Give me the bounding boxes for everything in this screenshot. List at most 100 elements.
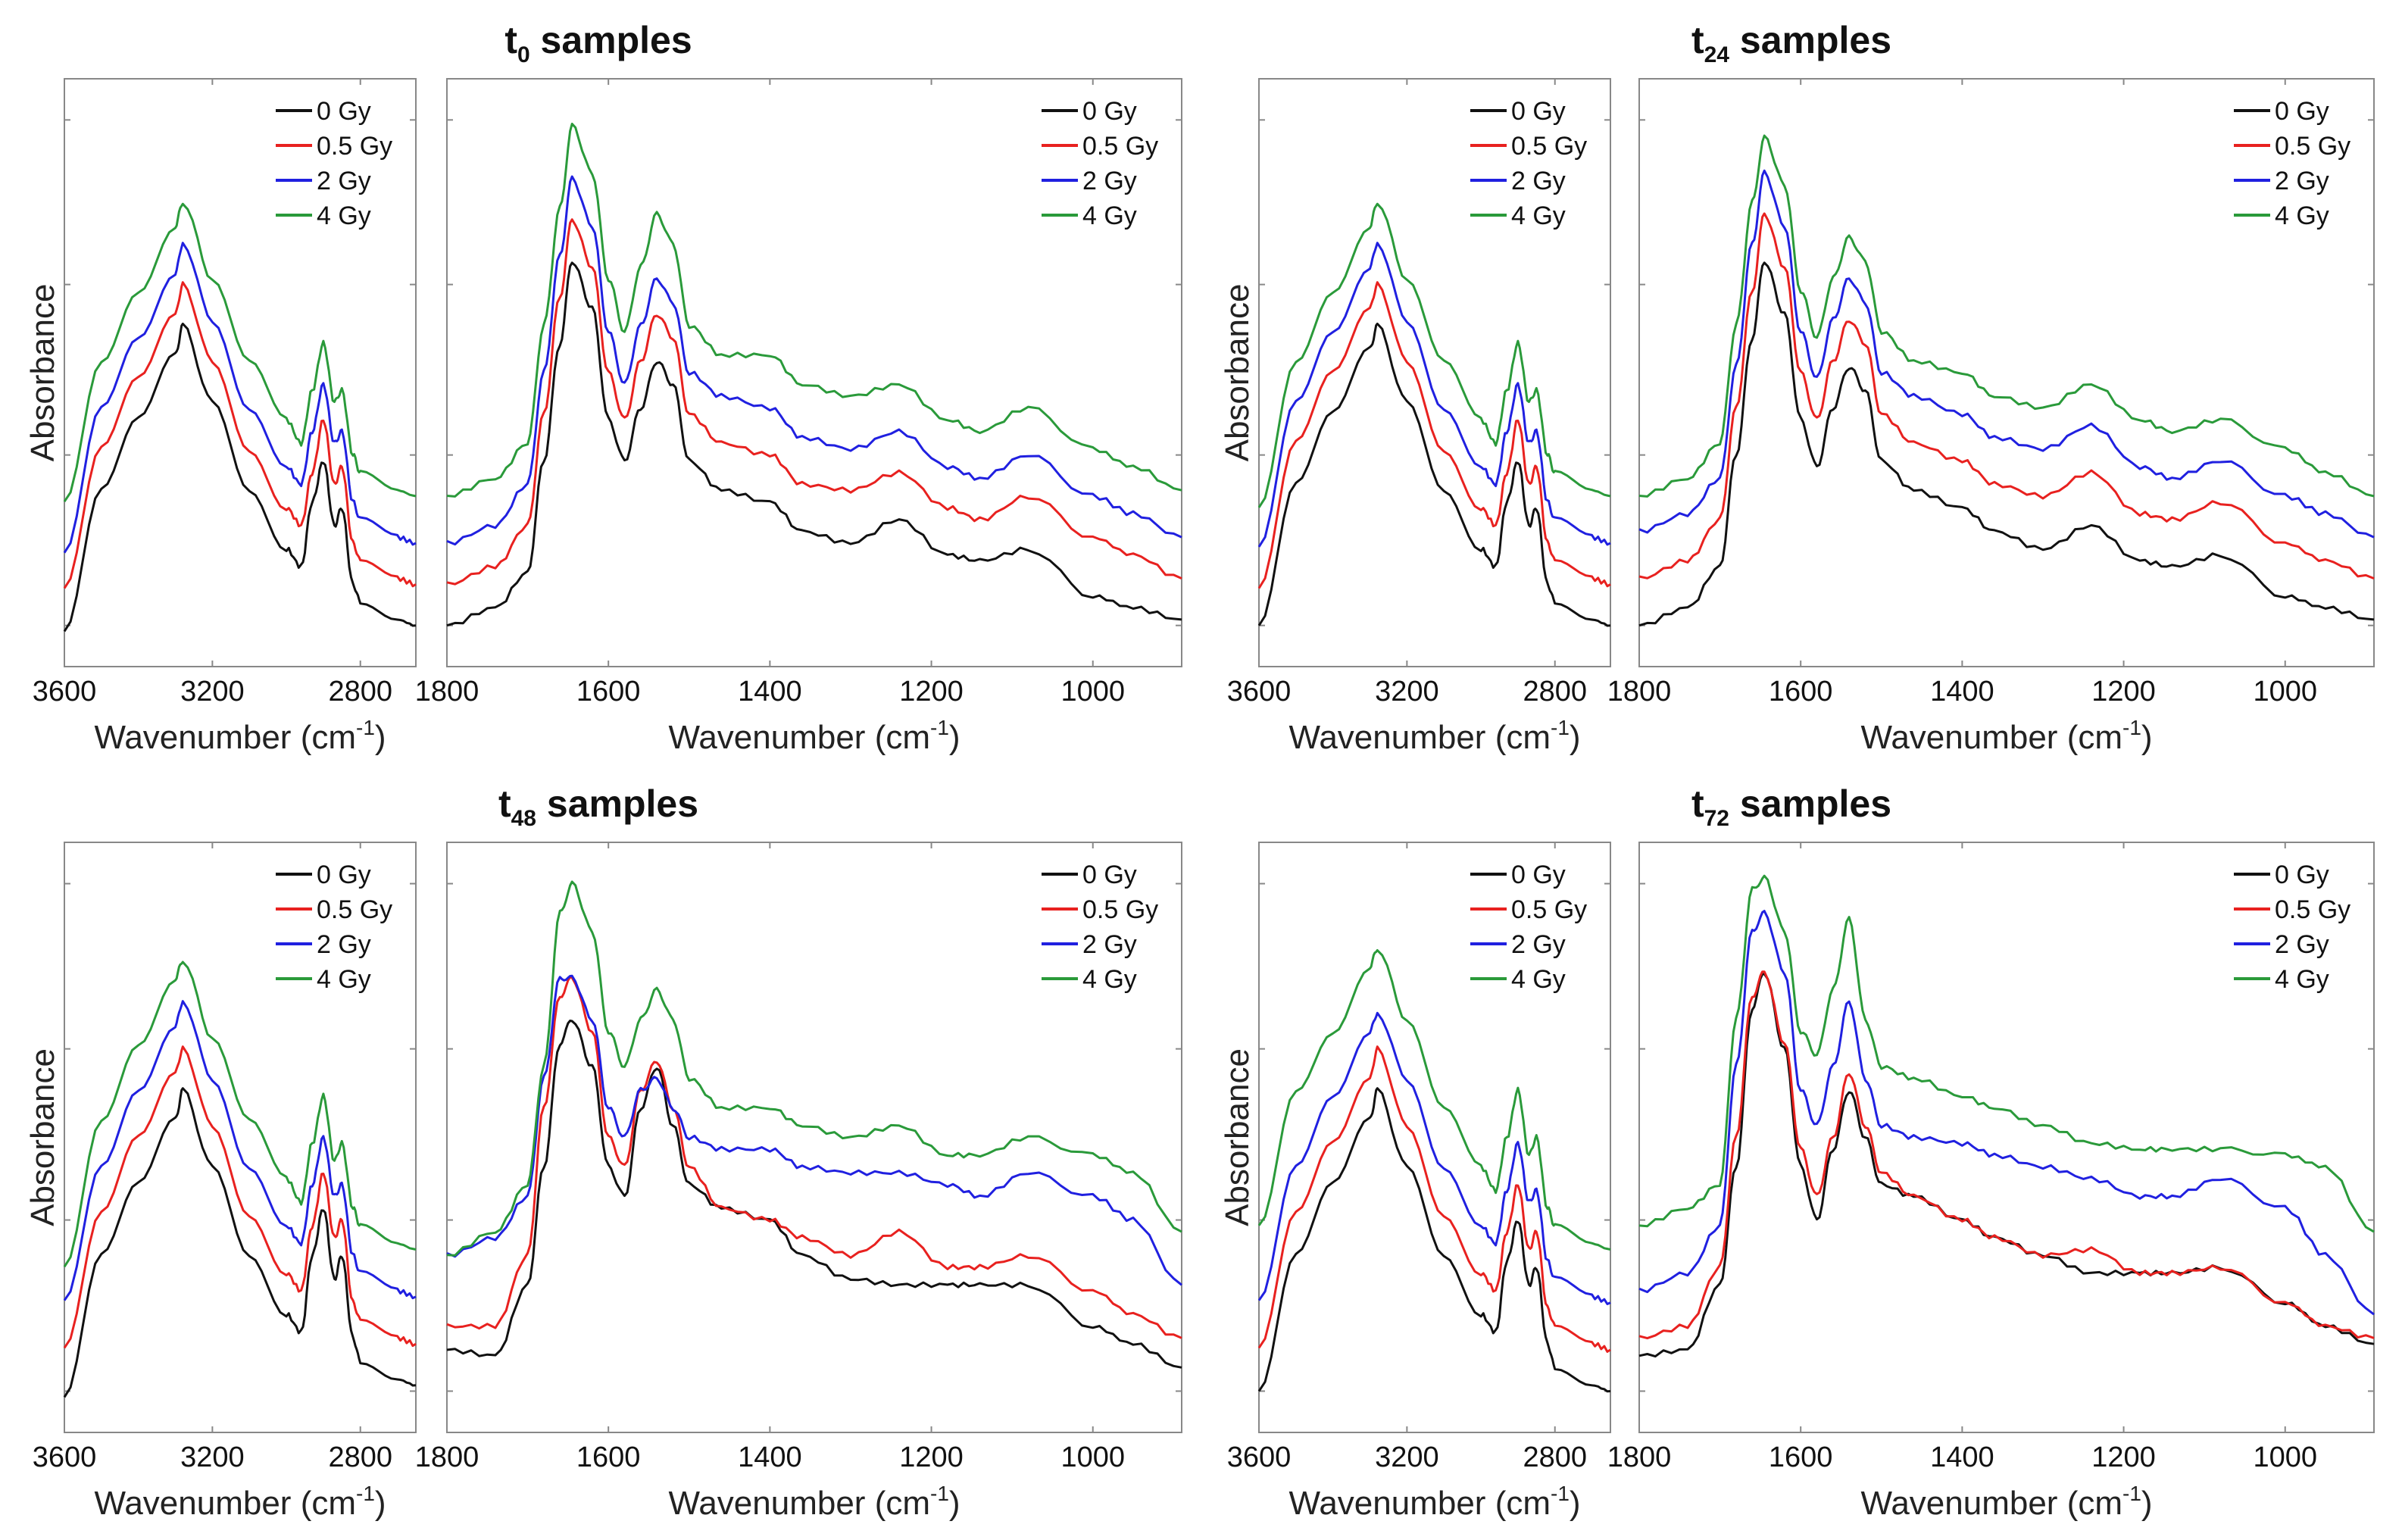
x-tick-label: 1800 [415, 676, 479, 708]
series-line-2-gy [1638, 910, 2375, 1316]
x-axis-label-superscript: -1 [356, 1482, 375, 1505]
x-axis-label-close: ) [2141, 1485, 2153, 1522]
low-wavenumber-subplot: 1800 1600 1400 1200 1000 Wavenumber (cm-1) 0 G… [415, 78, 1182, 756]
legend-label: 0 Gy [1082, 97, 1137, 126]
panel-title: t0 samples [504, 19, 692, 67]
x-tick-label: 1600 [576, 1442, 641, 1473]
legend-label: 2 Gy [2275, 930, 2329, 959]
x-axis-label-superscript: -1 [356, 716, 375, 739]
title-subscript: 0 [517, 42, 530, 67]
x-axis-label-close: ) [949, 719, 960, 756]
title-t: t [1691, 782, 1704, 825]
legend: 0 Gy 0.5 Gy 2 Gy 4 Gy [1470, 97, 1587, 230]
x-axis-label-close: ) [1570, 1485, 1581, 1522]
legend-label: 2 Gy [2275, 167, 2329, 195]
x-tick-label: 1400 [738, 676, 802, 708]
series-line-2-gy [446, 175, 1182, 546]
legend-label: 2 Gy [1511, 167, 1566, 195]
title-subscript: 48 [511, 806, 536, 831]
title-t: t [504, 19, 517, 61]
x-axis-label-text: Wavenumber (cm [94, 1485, 356, 1522]
series-line-4-gy [1638, 134, 2375, 498]
title-rest: samples [1729, 19, 1891, 61]
x-tick-label: 1400 [1930, 676, 1994, 708]
series-line-0-5-gy [63, 281, 417, 589]
title-subscript: 24 [1704, 42, 1730, 67]
x-tick-label: 1000 [2253, 676, 2317, 708]
legend-label: 2 Gy [317, 930, 371, 959]
x-tick-label: 3600 [1227, 676, 1292, 708]
series-line-0-gy [446, 261, 1182, 627]
series-line-0-5-gy [446, 976, 1182, 1339]
x-tick-label: 1000 [1060, 676, 1125, 708]
series-line-0-5-gy [1638, 212, 2375, 579]
x-tick-label: 1800 [1607, 1442, 1672, 1473]
x-tick-label: 1600 [1769, 676, 1833, 708]
x-tick-label: 3600 [33, 676, 97, 708]
x-axis-label-close: ) [1570, 719, 1581, 756]
series-line-0-5-gy [1257, 281, 1611, 589]
x-axis-label-text: Wavenumber (cm [1860, 1485, 2122, 1522]
x-tick-label: 1200 [2091, 676, 2156, 708]
x-tick-label: 1400 [1930, 1442, 1994, 1473]
x-tick-label: 3200 [180, 1442, 245, 1473]
low-wavenumber-subplot: 1800 1600 1400 1200 1000 Wavenumber (cm-1) 0 G… [1607, 78, 2375, 756]
legend-label: 0.5 Gy [1511, 132, 1587, 161]
series-line-0-5-gy [1638, 970, 2375, 1340]
low-wavenumber-subplot: 1800 1600 1400 1200 1000 Wavenumber (cm-1) 0 G… [415, 842, 1182, 1522]
x-axis-label-close: ) [375, 1485, 386, 1522]
plot-frame [1258, 78, 1611, 667]
title-rest: samples [530, 19, 692, 61]
legend-label: 2 Gy [1082, 930, 1137, 959]
legend: 0 Gy 0.5 Gy 2 Gy 4 Gy [1042, 97, 1158, 230]
x-tick-label: 1400 [738, 1442, 802, 1473]
series-line-2-gy [446, 974, 1182, 1286]
series-line-0-gy [446, 1020, 1182, 1369]
low-wavenumber-subplot: 1800 1600 1400 1200 1000 Wavenumber (cm-1) 0 G… [1607, 842, 2375, 1522]
x-axis-label-close: ) [949, 1485, 960, 1522]
x-axis-label: Wavenumber (cm-1) [94, 1482, 386, 1522]
high-wavenumber-subplot: 3600 3200 2800 Wavenumber (cm-1) Absorbance 0… [1219, 78, 1611, 756]
x-axis-label-close: ) [2141, 719, 2153, 756]
x-axis-label: Wavenumber (cm-1) [1860, 716, 2152, 756]
legend-label: 0 Gy [317, 861, 371, 889]
series-line-0-5-gy [63, 1045, 417, 1349]
x-tick-label: 3600 [33, 1442, 97, 1473]
title-t: t [1691, 19, 1704, 61]
series-line-2-gy [63, 1000, 417, 1301]
series-line-0-gy [63, 322, 417, 633]
plot-frame [64, 842, 417, 1433]
series-line-4-gy [63, 202, 417, 503]
legend-label: 0.5 Gy [1082, 895, 1158, 924]
x-tick-label: 3200 [1375, 1442, 1439, 1473]
series-line-2-gy [1638, 169, 2375, 539]
title-rest: samples [536, 782, 698, 825]
x-tick-label: 2800 [328, 676, 392, 708]
x-axis-label-text: Wavenumber (cm [668, 1485, 930, 1522]
x-axis-label-superscript: -1 [930, 716, 949, 739]
x-tick-label: 2800 [328, 1442, 392, 1473]
x-axis-label-text: Wavenumber (cm [94, 719, 356, 756]
plot-frame [446, 842, 1182, 1433]
x-axis-label: Wavenumber (cm-1) [1860, 1482, 2152, 1522]
legend-label: 4 Gy [1082, 201, 1137, 230]
x-axis-label: Wavenumber (cm-1) [1288, 716, 1580, 756]
plot-frame [1638, 842, 2375, 1433]
plot-frame [1258, 842, 1611, 1433]
legend-label: 2 Gy [1511, 930, 1566, 959]
panel-title: t48 samples [498, 782, 698, 831]
legend: 0 Gy 0.5 Gy 2 Gy 4 Gy [2234, 97, 2350, 230]
x-tick-label: 1800 [1607, 676, 1672, 708]
legend-label: 4 Gy [2275, 965, 2329, 994]
x-tick-label: 1200 [899, 676, 964, 708]
legend: 0 Gy 0.5 Gy 2 Gy 4 Gy [1042, 861, 1158, 994]
y-axis-label: Absorbance [24, 284, 61, 462]
plot-frame [1638, 78, 2375, 667]
x-tick-label: 1600 [576, 676, 641, 708]
legend-label: 4 Gy [1082, 965, 1137, 994]
series-line-0-gy [1257, 322, 1611, 627]
title-subscript: 72 [1704, 806, 1729, 831]
